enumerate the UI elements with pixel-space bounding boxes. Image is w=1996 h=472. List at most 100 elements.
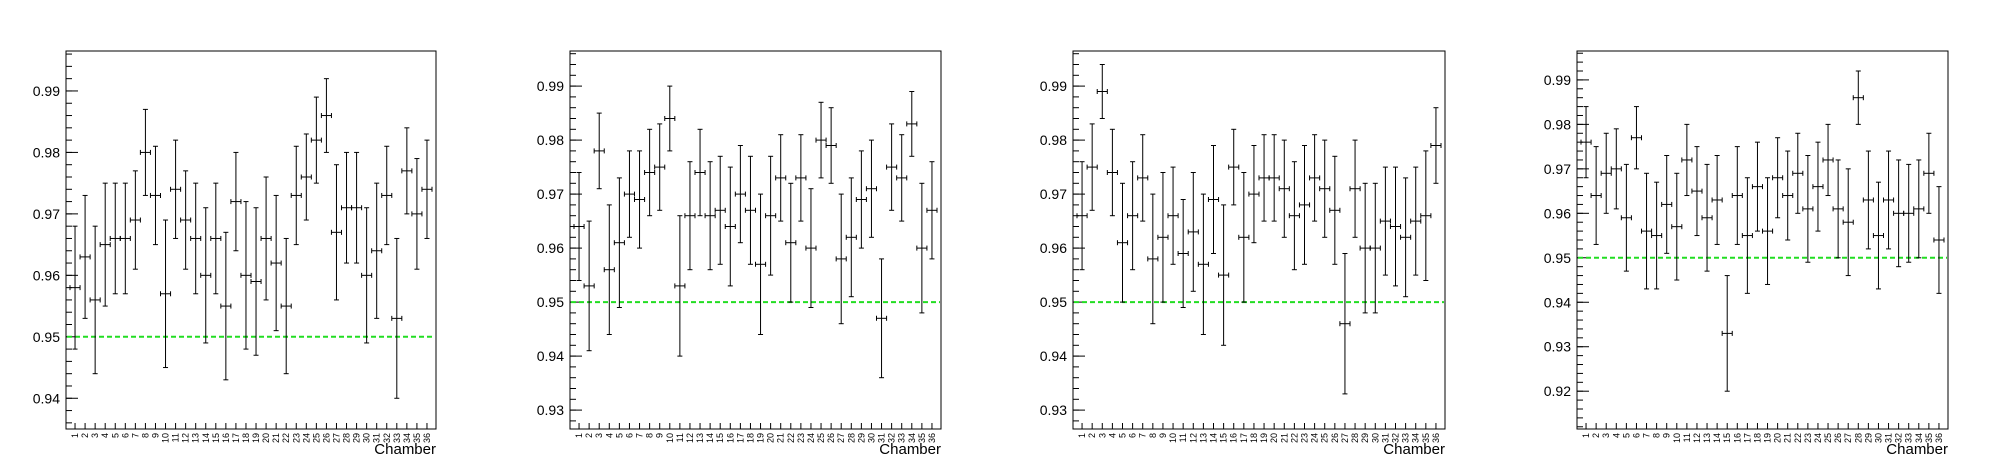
data-point-chamber-8 — [1147, 193, 1159, 325]
data-point-chamber-13 — [190, 182, 202, 295]
x-tick-label: 26 — [826, 433, 836, 443]
x-tick-label: 10 — [1168, 433, 1178, 443]
data-point-chamber-22 — [280, 237, 292, 375]
x-tick-label: 19 — [251, 433, 261, 443]
data-point-chamber-26 — [1329, 155, 1341, 265]
data-point-chamber-17 — [1741, 177, 1753, 294]
y-tick-label: 0.97 — [33, 206, 60, 222]
x-tick-label: 15 — [715, 433, 725, 443]
x-tick-label: 27 — [836, 433, 846, 443]
y-tick-label: 0.97 — [1040, 186, 1067, 202]
data-point-chamber-28 — [341, 151, 353, 264]
x-tick-label: 14 — [201, 433, 211, 443]
x-tick-label: 18 — [241, 433, 251, 443]
data-point-chamber-15 — [714, 155, 726, 265]
x-tick-label: 33 — [392, 433, 402, 443]
data-point-chamber-7 — [1641, 172, 1653, 290]
x-tick-label: 3 — [90, 433, 100, 438]
y-tick-label: 0.95 — [1544, 250, 1571, 266]
x-axis-title: Chamber — [1886, 441, 1948, 458]
data-point-chamber-8 — [1651, 181, 1663, 290]
x-tick-label: 12 — [1188, 433, 1198, 443]
x-tick-label: 14 — [705, 433, 715, 443]
x-tick-label: 31 — [877, 433, 887, 443]
y-tick-label: 0.93 — [1544, 339, 1571, 355]
data-point-chamber-26 — [1832, 159, 1844, 259]
plot-frame — [1576, 50, 1949, 430]
x-tick-label: 27 — [1843, 433, 1853, 443]
x-tick-label: 33 — [897, 433, 907, 443]
data-point-chamber-19 — [250, 207, 262, 356]
x-tick-label: 15 — [1219, 433, 1229, 443]
x-axis-title: Chamber — [879, 441, 941, 458]
data-point-chamber-27 — [1339, 253, 1351, 395]
data-point-chamber-25 — [1822, 123, 1834, 197]
x-tick-label: 20 — [261, 433, 271, 443]
x-tick-label: 16 — [1229, 433, 1239, 443]
x-tick-label: 34 — [907, 433, 917, 443]
data-point-chamber-2 — [583, 220, 595, 352]
x-tick-label: 24 — [301, 433, 311, 443]
x-tick-label: 31 — [1380, 433, 1390, 443]
data-point-chamber-12 — [1691, 146, 1703, 237]
plot-frame — [65, 50, 437, 430]
y-tick-label: 0.93 — [1040, 402, 1067, 418]
data-point-chamber-29 — [855, 150, 867, 249]
x-tick-label: 24 — [1310, 433, 1320, 443]
data-point-chamber-29 — [351, 151, 363, 264]
x-tick-label: 16 — [221, 433, 231, 443]
x-tick-label: 3 — [594, 433, 604, 438]
x-tick-label: 36 — [422, 433, 432, 443]
x-tick-label: 5 — [1621, 433, 1631, 438]
data-point-chamber-21 — [1278, 139, 1290, 238]
chart-panel-2: 0.930.940.950.960.970.980.991 2 3 4 5 6 7 8 9 10 1… — [537, 50, 942, 458]
x-tick-label: 9 — [1158, 433, 1168, 438]
data-point-chamber-9 — [1157, 172, 1169, 303]
data-point-chamber-10 — [1167, 166, 1179, 265]
data-point-chamber-11 — [170, 139, 182, 239]
data-point-chamber-2 — [1086, 123, 1098, 211]
chart-panel-4: 0.920.930.940.950.960.970.980.991 2 3 4 5 6 7 8… — [1544, 50, 1949, 458]
x-tick-label: 6 — [624, 433, 634, 438]
data-point-chamber-24 — [805, 188, 817, 308]
data-point-chamber-23 — [795, 134, 807, 222]
data-point-chamber-32 — [1389, 166, 1402, 287]
data-point-chamber-31 — [876, 258, 888, 379]
x-tick-label: 11 — [1178, 433, 1188, 442]
data-point-chamber-16 — [724, 166, 736, 287]
data-point-chamber-34 — [1913, 159, 1925, 259]
data-point-chamber-10 — [664, 85, 676, 152]
x-tick-label: 19 — [1763, 433, 1773, 443]
data-point-chamber-4 — [99, 182, 111, 307]
data-point-chamber-20 — [260, 176, 272, 301]
x-tick-label: 32 — [887, 433, 897, 443]
x-tick-label: 31 — [372, 433, 382, 443]
data-point-chamber-27 — [1842, 168, 1854, 277]
data-point-chamber-27 — [835, 193, 847, 325]
x-tick-label: 27 — [1340, 433, 1350, 443]
data-point-chamber-2 — [79, 194, 91, 319]
x-tick-label: 4 — [100, 433, 110, 438]
x-tick-label: 12 — [1692, 433, 1702, 443]
x-tick-label: 5 — [110, 433, 120, 438]
x-tick-label: 32 — [382, 433, 392, 443]
y-tick-label: 0.92 — [1544, 383, 1571, 399]
data-point-chamber-17 — [230, 151, 242, 252]
x-tick-label: 23 — [796, 433, 806, 443]
x-axis-title: Chamber — [374, 441, 436, 458]
y-tick-label: 0.95 — [537, 294, 564, 310]
data-point-chamber-26 — [825, 107, 837, 184]
data-point-chamber-17 — [734, 145, 746, 244]
x-tick-label: 13 — [1702, 433, 1712, 443]
y-tick-label: 0.94 — [33, 390, 60, 406]
data-point-chamber-17 — [1238, 172, 1250, 303]
y-tick-label: 0.96 — [537, 240, 564, 256]
data-point-chamber-31 — [1379, 166, 1391, 276]
data-point-chamber-31 — [1883, 150, 1895, 250]
x-tick-label: 17 — [1239, 433, 1249, 443]
data-point-chamber-10 — [1671, 172, 1683, 281]
data-point-chamber-11 — [674, 215, 686, 357]
x-tick-label: 19 — [756, 433, 766, 443]
x-tick-label: 1 — [1581, 433, 1591, 438]
data-point-chamber-7 — [129, 170, 141, 270]
